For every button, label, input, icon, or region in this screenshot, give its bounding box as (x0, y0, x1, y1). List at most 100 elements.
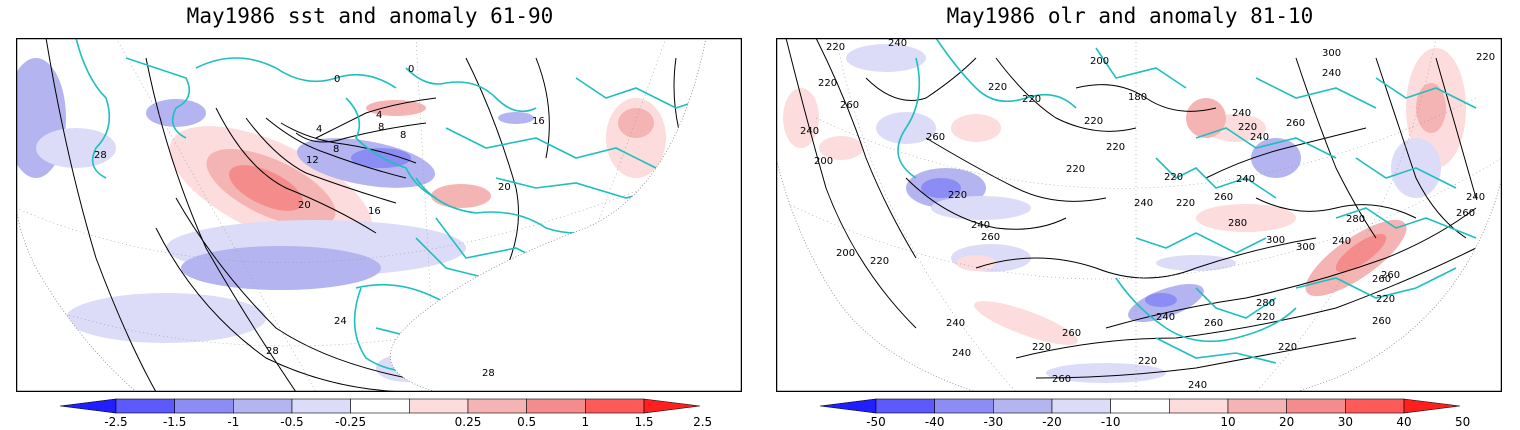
colorbar-tick-label: 1 (582, 415, 590, 429)
contour-label: 240 (1188, 380, 1207, 391)
contour-label: 220 (1084, 116, 1103, 127)
contour-label: 260 (1372, 274, 1391, 285)
contour-label: 4 (376, 110, 382, 121)
contour-label: 200 (836, 248, 855, 259)
colorbar-swatch (174, 398, 234, 414)
sst-map: 0 0 4 4 8 8 8 12 16 16 20 20 24 28 28 28 (16, 38, 742, 392)
colorbar-tick-label: -0.25 (335, 415, 366, 429)
contour-label: 20 (498, 182, 511, 193)
colorbar-arrow-high (643, 398, 701, 414)
contour-label: 8 (378, 122, 384, 133)
colorbar-svg: -50 -40 -30 -20 -10 10 20 30 40 50 (819, 398, 1470, 429)
contour-label: 260 (1372, 316, 1391, 327)
colorbar-tick-label: 30 (1338, 415, 1353, 429)
contour-label: 220 (988, 82, 1007, 93)
contour-labels: 220 240 220 240 220 200 180 220 220 220 … (800, 38, 1495, 391)
colorbar-tick-label: -2.5 (104, 415, 127, 429)
sst-panel: May1986 sst and anomaly 61-90 (0, 0, 742, 430)
colorbar-tick-label: -30 (984, 415, 1004, 429)
contour-label: 260 (840, 100, 859, 111)
contour-label: 200 (1090, 56, 1109, 67)
colorbar-swatch (350, 398, 410, 414)
colorbar-tick-label: 20 (1279, 415, 1294, 429)
contour-label: 300 (1322, 48, 1341, 59)
contour-label: 0 (334, 74, 340, 85)
panel-title: May1986 olr and anomaly 81-10 (946, 4, 1314, 28)
colorbar-tick-label: 0.5 (517, 415, 536, 429)
contour-label: 220 (1476, 52, 1495, 63)
contour-label: 260 (1381, 270, 1400, 281)
colorbar-swatch (1286, 398, 1346, 414)
olr-colorbar: -50 -40 -30 -20 -10 10 20 30 40 50 (810, 397, 1470, 429)
map-background (776, 38, 1502, 392)
contour-label: 220 (1176, 198, 1195, 209)
colorbar-tick-label: 40 (1396, 415, 1411, 429)
colorbar-tick-label: 2.5 (693, 415, 712, 429)
colorbar-tick-label: 10 (1220, 415, 1235, 429)
contour-label: 280 (1228, 218, 1247, 229)
colorbar-tick-label: 50 (1455, 415, 1470, 429)
colorbar-tick-label: -50 (866, 415, 886, 429)
colorbar-swatch (585, 398, 645, 414)
contour-label: 260 (1052, 374, 1071, 385)
contour-label: 12 (306, 155, 319, 166)
contour-label: 220 (826, 42, 845, 53)
dome-edge (16, 38, 707, 392)
colorbar-tick-label: -10 (1101, 415, 1121, 429)
contour-label: 28 (94, 150, 107, 161)
contour-label: 240 (1156, 312, 1175, 323)
contour-label: 200 (814, 156, 833, 167)
contour-label: 220 (818, 78, 837, 89)
map-frame (16, 38, 742, 392)
contour-label: 8 (333, 144, 339, 155)
contour-label: 20 (298, 200, 311, 211)
colorbar-swatch (1345, 398, 1405, 414)
contour-label: 0 (408, 64, 414, 75)
colorbar-swatch (409, 398, 469, 414)
contour-label: 280 (1346, 214, 1365, 225)
contour-labels: 0 0 4 4 8 8 8 12 16 16 20 20 24 28 28 28 (94, 64, 545, 379)
contour-label: 260 (981, 232, 1000, 243)
colorbar-tick-label: -1 (227, 415, 239, 429)
contour-label: 260 (926, 132, 945, 143)
colorbar-swatch (875, 398, 935, 414)
contour-label: 220 (1022, 94, 1041, 105)
contour-label: 240 (888, 38, 907, 49)
contour-label: 300 (1296, 242, 1315, 253)
contour-label: 220 (1106, 142, 1125, 153)
contour-label: 240 (1466, 192, 1485, 203)
contour-label: 260 (1286, 118, 1305, 129)
contour-label: 300 (1266, 235, 1285, 246)
contour-label: 240 (971, 220, 990, 231)
colorbar-tick-label: -40 (925, 415, 945, 429)
colorbar-swatch (1051, 398, 1111, 414)
sst-contours (45, 38, 706, 392)
olr-map: 220 240 220 240 220 200 180 220 220 220 … (776, 38, 1502, 392)
colorbar-swatch (233, 398, 293, 414)
contour-label: 220 (1164, 172, 1183, 183)
colorbar-swatch (1110, 398, 1170, 414)
contour-label: 220 (1138, 356, 1157, 367)
sst-colorbar: -2.5 -1.5 -1 -0.5 -0.25 0.25 0.5 1 1.5 2.5 (50, 397, 712, 429)
graticule (16, 38, 706, 392)
colorbar-swatch (1169, 398, 1229, 414)
contour-label: 4 (316, 124, 322, 135)
dome-edge (776, 157, 1502, 392)
contour-label: 16 (532, 116, 545, 127)
olr-contours (785, 38, 1477, 379)
sst-map-svg: 0 0 4 4 8 8 8 12 16 16 20 20 24 28 28 28 (16, 38, 742, 392)
colorbar-swatch (467, 398, 527, 414)
contour-label: 220 (1032, 342, 1051, 353)
coastlines (897, 38, 1477, 364)
colorbar-tick-label: 0.25 (455, 415, 482, 429)
contour-label: 220 (948, 190, 967, 201)
colorbar-arrow-high (1403, 398, 1461, 414)
contour-label: 24 (334, 316, 347, 327)
colorbar-tick-label: -1.5 (163, 415, 186, 429)
panel-title: May1986 sst and anomaly 61-90 (186, 4, 554, 28)
map-frame (776, 38, 1502, 392)
graticule (776, 38, 1502, 392)
colorbar-arrow-low (819, 398, 877, 414)
colorbar-swatch (115, 398, 175, 414)
contour-label: 240 (1134, 198, 1153, 209)
